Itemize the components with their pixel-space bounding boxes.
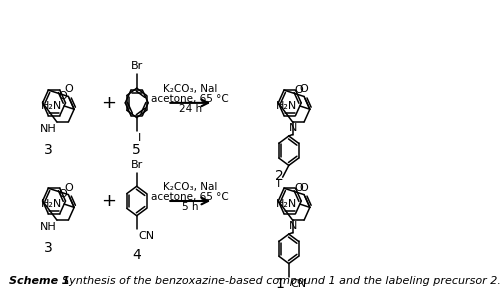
- Text: acetone, 65 °C: acetone, 65 °C: [152, 192, 229, 202]
- Text: +: +: [101, 94, 116, 112]
- Text: acetone, 65 °C: acetone, 65 °C: [152, 94, 229, 104]
- Text: O: O: [300, 183, 308, 192]
- Text: O: O: [294, 183, 304, 193]
- Text: N: N: [288, 123, 297, 133]
- Text: O: O: [58, 189, 67, 199]
- Text: K₂CO₃, NaI: K₂CO₃, NaI: [163, 182, 218, 192]
- Text: 4: 4: [132, 248, 141, 262]
- Text: H₂N: H₂N: [40, 101, 62, 111]
- Text: I: I: [277, 179, 280, 189]
- Text: N: N: [288, 221, 297, 231]
- Text: O: O: [294, 85, 304, 94]
- Text: 5: 5: [132, 143, 141, 157]
- Text: H₂N: H₂N: [276, 199, 297, 209]
- Text: I: I: [138, 133, 141, 143]
- Text: 1: 1: [276, 277, 284, 291]
- Text: +: +: [101, 192, 116, 210]
- Text: K₂CO₃, NaI: K₂CO₃, NaI: [163, 84, 218, 94]
- Text: Scheme 1: Scheme 1: [9, 277, 70, 287]
- Text: Br: Br: [130, 61, 143, 72]
- Text: Synthesis of the benzoxazine-based compound 1 and the labeling precursor 2.: Synthesis of the benzoxazine-based compo…: [62, 277, 500, 287]
- Text: NH: NH: [40, 222, 56, 232]
- Text: 5 h: 5 h: [182, 202, 198, 212]
- Text: CN: CN: [290, 279, 306, 289]
- Text: 24 h: 24 h: [178, 104, 202, 114]
- Text: NH: NH: [40, 124, 56, 134]
- Text: O: O: [58, 91, 67, 100]
- Text: O: O: [64, 183, 73, 192]
- Text: Br: Br: [130, 159, 143, 170]
- Text: 3: 3: [44, 241, 53, 255]
- Text: O: O: [300, 84, 308, 94]
- Text: H₂N: H₂N: [40, 199, 62, 209]
- Text: CN: CN: [138, 231, 154, 241]
- Text: H₂N: H₂N: [276, 101, 297, 111]
- Text: 3: 3: [44, 143, 53, 157]
- Text: 2: 2: [276, 170, 284, 184]
- Text: O: O: [64, 84, 73, 94]
